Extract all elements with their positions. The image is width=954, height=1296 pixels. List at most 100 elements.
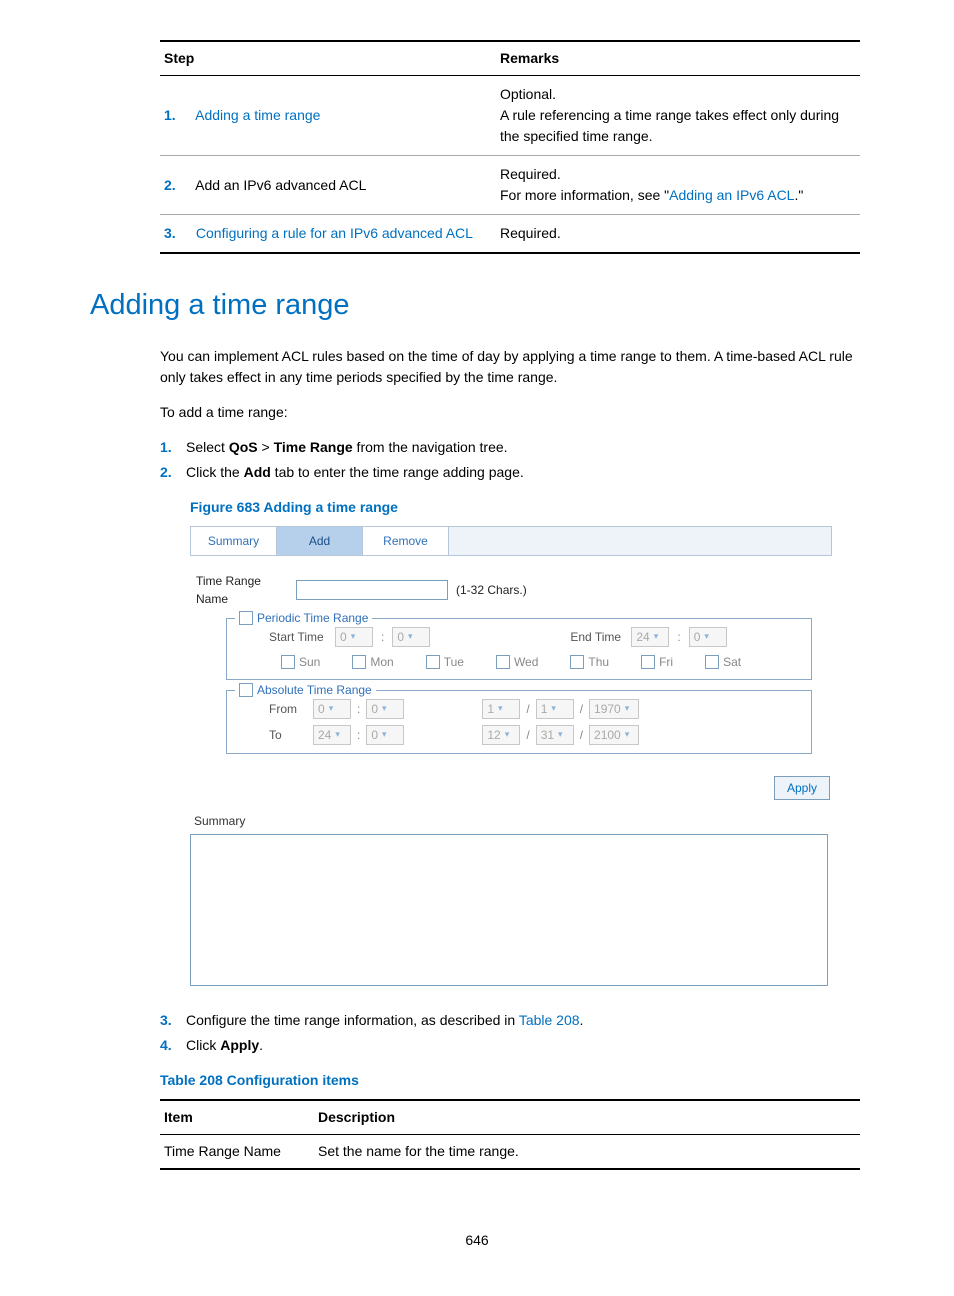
- start-time-label: Start Time: [269, 628, 329, 646]
- day-sun[interactable]: Sun: [281, 653, 320, 671]
- table-row: 2. Add an IPv6 advanced ACL Required. Fo…: [160, 156, 860, 215]
- day-sat[interactable]: Sat: [705, 653, 741, 671]
- page-number: 646: [90, 1230, 864, 1251]
- form-area: Time Range Name (1-32 Chars.) Periodic T…: [190, 556, 830, 768]
- chevron-down-icon: ▾: [351, 630, 356, 644]
- step-text: Add an IPv6 advanced ACL: [195, 177, 366, 193]
- from-min-select[interactable]: 0▾: [366, 699, 404, 719]
- chevron-down-icon: ▾: [382, 728, 387, 742]
- summary-label: Summary: [194, 812, 830, 830]
- chevron-down-icon: ▾: [408, 630, 413, 644]
- remarks-text: Required.: [496, 215, 860, 254]
- chevron-down-icon: ▾: [654, 630, 659, 644]
- step-number: 1.: [164, 105, 192, 126]
- time-range-name-input[interactable]: [296, 580, 448, 600]
- absolute-checkbox[interactable]: [239, 683, 253, 697]
- instruction-number: 1.: [160, 437, 186, 458]
- apply-button[interactable]: Apply: [774, 776, 830, 800]
- instruction-list-2: 3.Configure the time range information, …: [160, 1010, 864, 1056]
- instruction-item: 3.Configure the time range information, …: [160, 1010, 864, 1031]
- periodic-legend: Periodic Time Range: [235, 609, 372, 627]
- from-month-select[interactable]: 1▾: [482, 699, 520, 719]
- step-number: 3.: [164, 223, 192, 244]
- chevron-down-icon: ▾: [329, 702, 334, 716]
- day-wed[interactable]: Wed: [496, 653, 538, 671]
- tab-summary[interactable]: Summary: [191, 527, 277, 555]
- chevron-down-icon: ▾: [625, 702, 630, 716]
- config-item: Time Range Name: [160, 1134, 314, 1169]
- from-day-select[interactable]: 1▾: [536, 699, 574, 719]
- table-row: 3. Configuring a rule for an IPv6 advanc…: [160, 215, 860, 254]
- steps-table: Step Remarks 1. Adding a time range Opti…: [160, 40, 860, 254]
- steps-header-step: Step: [160, 41, 496, 76]
- tab-add[interactable]: Add: [277, 527, 363, 555]
- start-hour-select[interactable]: 0▾: [335, 627, 373, 647]
- step-link-configuring-rule[interactable]: Configuring a rule for an IPv6 advanced …: [196, 225, 473, 241]
- chevron-down-icon: ▾: [551, 702, 556, 716]
- tabs-row: Summary Add Remove: [190, 526, 832, 556]
- remarks-text: For more information, see "Adding an IPv…: [500, 185, 856, 206]
- config-table: Item Description Time Range Name Set the…: [160, 1099, 860, 1170]
- to-year-select[interactable]: 2100▾: [589, 725, 639, 745]
- absolute-legend: Absolute Time Range: [235, 681, 376, 699]
- from-label: From: [269, 700, 309, 718]
- tabs-fill: [449, 527, 831, 555]
- chevron-down-icon: ▾: [505, 728, 510, 742]
- periodic-fieldset: Periodic Time Range Start Time 0▾ : 0▾ E…: [226, 618, 812, 680]
- link-adding-ipv6-acl[interactable]: Adding an IPv6 ACL: [669, 187, 794, 203]
- instruction-item: 1.Select QoS > Time Range from the navig…: [160, 437, 864, 458]
- instruction-list: 1.Select QoS > Time Range from the navig…: [160, 437, 864, 483]
- chevron-down-icon: ▾: [558, 728, 563, 742]
- steps-header-remarks: Remarks: [496, 41, 860, 76]
- config-description: Set the name for the time range.: [314, 1134, 860, 1169]
- day-thu[interactable]: Thu: [570, 653, 609, 671]
- ui-screenshot: Summary Add Remove Time Range Name (1-32…: [190, 526, 830, 986]
- table-row: Time Range Name Set the name for the tim…: [160, 1134, 860, 1169]
- chars-hint: (1-32 Chars.): [456, 581, 527, 599]
- periodic-checkbox[interactable]: [239, 611, 253, 625]
- start-min-select[interactable]: 0▾: [392, 627, 430, 647]
- instruction-number: 4.: [160, 1035, 186, 1056]
- days-row: Sun Mon Tue Wed Thu Fri Sat: [239, 647, 799, 671]
- config-header-description: Description: [314, 1100, 860, 1135]
- table-caption: Table 208 Configuration items: [160, 1070, 864, 1091]
- instruction-item: 4.Click Apply.: [160, 1035, 864, 1056]
- instruction-number: 2.: [160, 462, 186, 483]
- to-month-select[interactable]: 12▾: [482, 725, 520, 745]
- intro-paragraph: You can implement ACL rules based on the…: [160, 346, 864, 388]
- chevron-down-icon: ▾: [335, 728, 340, 742]
- from-hour-select[interactable]: 0▾: [313, 699, 351, 719]
- chevron-down-icon: ▾: [625, 728, 630, 742]
- chevron-down-icon: ▾: [498, 702, 503, 716]
- end-time-label: End Time: [570, 628, 625, 646]
- chevron-down-icon: ▾: [382, 702, 387, 716]
- step-link-adding-time-range[interactable]: Adding a time range: [195, 107, 320, 123]
- to-label: To: [269, 726, 309, 744]
- instruction-item: 2.Click the Add tab to enter the time ra…: [160, 462, 864, 483]
- end-hour-select[interactable]: 24▾: [631, 627, 669, 647]
- remarks-text: Optional.: [500, 84, 856, 105]
- day-fri[interactable]: Fri: [641, 653, 673, 671]
- to-add-line: To add a time range:: [160, 402, 864, 423]
- link-table-208[interactable]: Table 208: [519, 1012, 580, 1028]
- figure-caption: Figure 683 Adding a time range: [190, 497, 864, 518]
- remarks-text: Required.: [500, 164, 856, 185]
- absolute-fieldset: Absolute Time Range From 0▾ : 0▾ 1▾ / 1▾…: [226, 690, 812, 754]
- to-hour-select[interactable]: 24▾: [313, 725, 351, 745]
- from-year-select[interactable]: 1970▾: [589, 699, 639, 719]
- day-tue[interactable]: Tue: [426, 653, 464, 671]
- section-heading: Adding a time range: [90, 284, 864, 328]
- end-min-select[interactable]: 0▾: [689, 627, 727, 647]
- summary-textarea[interactable]: [190, 834, 828, 986]
- time-range-name-label: Time Range Name: [196, 572, 296, 608]
- to-day-select[interactable]: 31▾: [536, 725, 574, 745]
- remarks-text: A rule referencing a time range takes ef…: [500, 105, 856, 147]
- chevron-down-icon: ▾: [704, 630, 709, 644]
- step-number: 2.: [164, 175, 192, 196]
- table-row: 1. Adding a time range Optional. A rule …: [160, 76, 860, 156]
- tab-remove[interactable]: Remove: [363, 527, 449, 555]
- to-min-select[interactable]: 0▾: [366, 725, 404, 745]
- day-mon[interactable]: Mon: [352, 653, 393, 671]
- config-header-item: Item: [160, 1100, 314, 1135]
- instruction-number: 3.: [160, 1010, 186, 1031]
